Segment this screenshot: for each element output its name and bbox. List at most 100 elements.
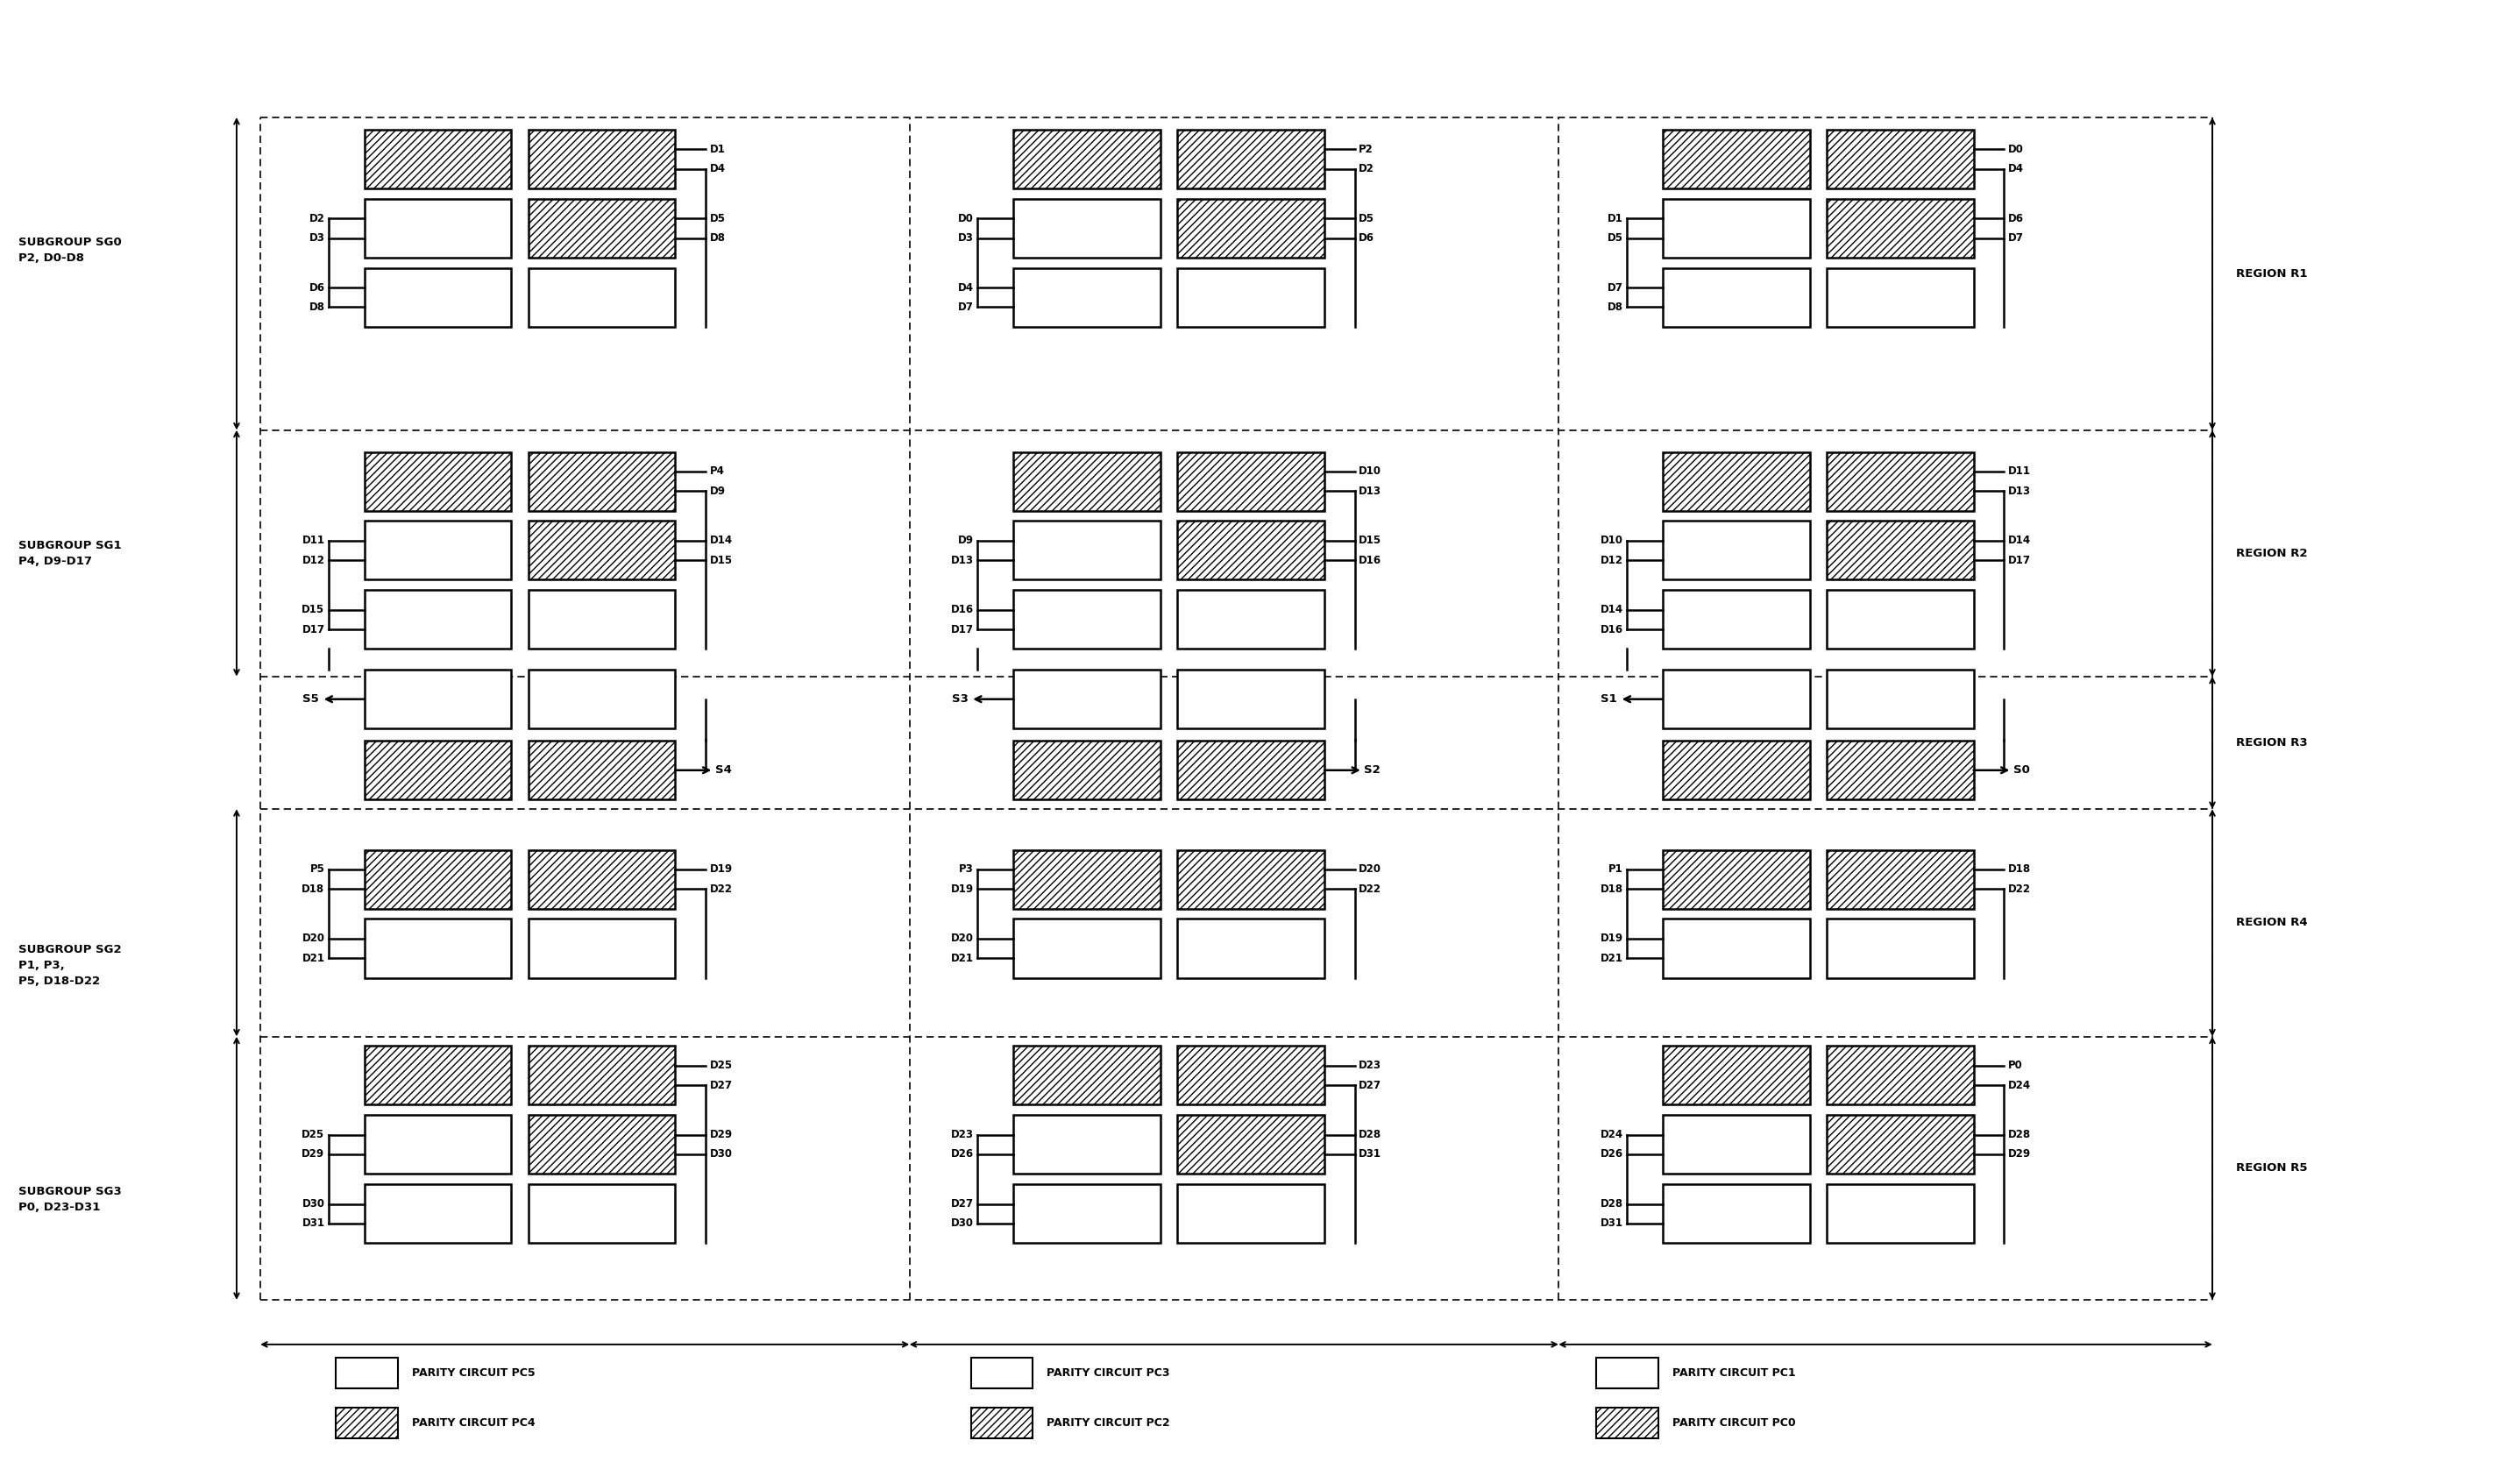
Text: D29: D29 [302, 1148, 325, 1160]
Text: REGION R4: REGION R4 [2235, 917, 2308, 928]
Text: D26: D26 [1600, 1148, 1623, 1160]
Bar [1663, 741, 1809, 800]
Text: D7: D7 [2008, 232, 2024, 244]
Bar [335, 1358, 398, 1387]
Text: D2: D2 [310, 213, 325, 224]
Text: D24: D24 [2008, 1079, 2031, 1091]
Text: D23: D23 [1358, 1060, 1381, 1072]
Bar [1013, 670, 1162, 729]
Text: D14: D14 [711, 534, 733, 546]
Text: D6: D6 [2008, 213, 2024, 224]
Text: D3: D3 [958, 232, 973, 244]
Bar [365, 1184, 512, 1243]
Bar [1827, 590, 1973, 649]
Bar [1827, 741, 1973, 800]
Text: D19: D19 [711, 863, 733, 875]
Bar [529, 1184, 675, 1243]
Bar [529, 670, 675, 729]
Bar [1663, 1116, 1809, 1173]
Text: PARITY CIRCUIT PC5: PARITY CIRCUIT PC5 [411, 1367, 534, 1379]
Bar [1827, 199, 1973, 258]
Text: REGION R5: REGION R5 [2235, 1163, 2308, 1173]
Bar [529, 1116, 675, 1173]
Text: D0: D0 [958, 213, 973, 224]
Bar [1013, 130, 1162, 189]
Bar [1177, 521, 1326, 580]
Bar [1013, 741, 1162, 800]
Text: D5: D5 [1608, 232, 1623, 244]
Bar [1013, 521, 1162, 580]
Text: P0: P0 [2008, 1060, 2024, 1072]
Bar [1177, 269, 1326, 326]
Bar [970, 1358, 1033, 1387]
Text: D22: D22 [711, 883, 733, 894]
Text: D18: D18 [302, 883, 325, 894]
Text: D5: D5 [711, 213, 726, 224]
Bar [365, 741, 512, 800]
Text: D2: D2 [1358, 164, 1373, 174]
Text: D7: D7 [958, 301, 973, 313]
Bar [1177, 590, 1326, 649]
Text: D22: D22 [1358, 883, 1381, 894]
Text: SUBGROUP SG1
P4, D9-D17: SUBGROUP SG1 P4, D9-D17 [18, 540, 121, 567]
Text: D10: D10 [1358, 466, 1381, 477]
Text: D20: D20 [1358, 863, 1381, 875]
Bar [1013, 199, 1162, 258]
Bar [1827, 1046, 1973, 1104]
Bar [1663, 521, 1809, 580]
Bar [529, 130, 675, 189]
Bar [365, 850, 512, 909]
Bar [365, 1116, 512, 1173]
Text: P2: P2 [1358, 143, 1373, 155]
Bar [1663, 452, 1809, 511]
Bar [1595, 1408, 1658, 1438]
Text: PARITY CIRCUIT PC3: PARITY CIRCUIT PC3 [1046, 1367, 1169, 1379]
Text: D10: D10 [1600, 534, 1623, 546]
Text: S3: S3 [953, 694, 968, 706]
Text: D16: D16 [950, 604, 973, 615]
Text: D30: D30 [302, 1199, 325, 1209]
Bar [1827, 1184, 1973, 1243]
Bar [1013, 850, 1162, 909]
Bar [1013, 920, 1162, 977]
Text: D11: D11 [302, 534, 325, 546]
Bar [1177, 1184, 1326, 1243]
Text: D13: D13 [1358, 486, 1381, 497]
Bar [365, 199, 512, 258]
Bar [1177, 1046, 1326, 1104]
Bar [529, 741, 675, 800]
Bar [1827, 850, 1973, 909]
Text: D13: D13 [950, 555, 973, 565]
Bar [1663, 199, 1809, 258]
Text: D4: D4 [711, 164, 726, 174]
Bar [1827, 670, 1973, 729]
Bar [529, 452, 675, 511]
Text: D29: D29 [2008, 1148, 2031, 1160]
Text: D9: D9 [958, 534, 973, 546]
Bar [529, 199, 675, 258]
Bar [1013, 269, 1162, 326]
Bar [1013, 1116, 1162, 1173]
Text: D17: D17 [302, 624, 325, 635]
Text: D23: D23 [950, 1129, 973, 1141]
Bar [1827, 920, 1973, 977]
Text: D21: D21 [950, 952, 973, 964]
Text: S2: S2 [1363, 765, 1381, 776]
Text: D8: D8 [310, 301, 325, 313]
Text: D5: D5 [1358, 213, 1373, 224]
Text: D1: D1 [711, 143, 726, 155]
Bar [365, 521, 512, 580]
Text: D27: D27 [1358, 1079, 1381, 1091]
Text: D15: D15 [711, 555, 733, 565]
Text: S5: S5 [302, 694, 320, 706]
Bar [1177, 920, 1326, 977]
Bar [1595, 1358, 1658, 1387]
Bar [1827, 452, 1973, 511]
Text: REGION R2: REGION R2 [2235, 548, 2308, 559]
Text: D6: D6 [1358, 232, 1373, 244]
Bar [1177, 452, 1326, 511]
Text: D22: D22 [2008, 883, 2031, 894]
Text: D24: D24 [1600, 1129, 1623, 1141]
Text: S0: S0 [2013, 765, 2031, 776]
Text: REGION R1: REGION R1 [2235, 269, 2308, 279]
